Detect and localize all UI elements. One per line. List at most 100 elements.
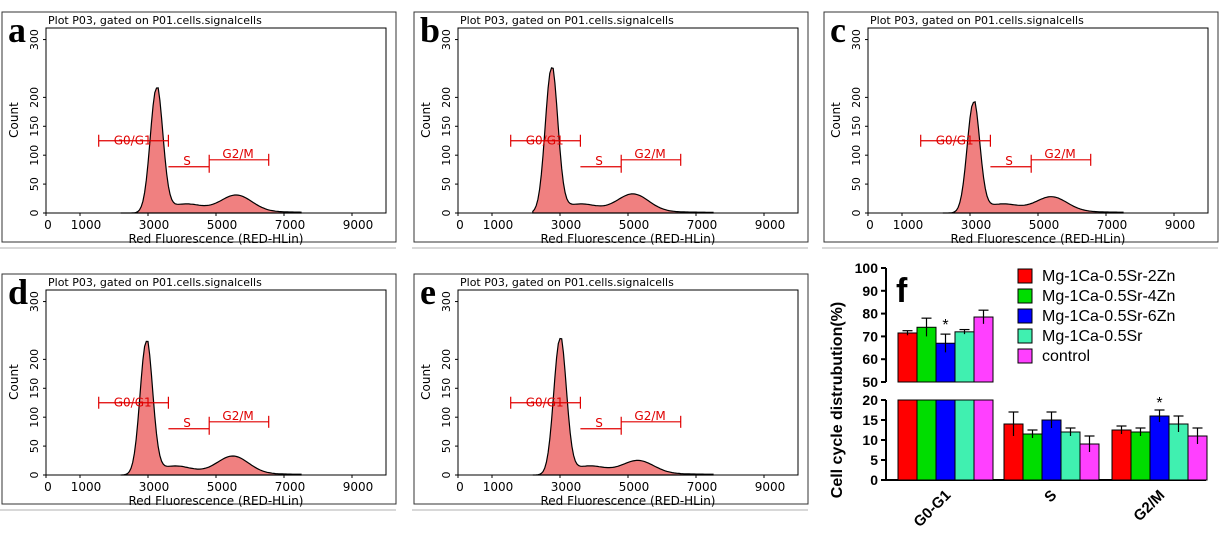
ytick-label: 300 — [440, 291, 453, 312]
gate-label-g2m: G2/M — [634, 409, 665, 423]
histogram-e: Plot P03, gated on P01.cells.signalcells… — [412, 272, 809, 511]
ytick-label: 150 — [28, 116, 41, 137]
ytick-label: 0 — [28, 472, 41, 479]
xtick-label: 9000 — [1165, 218, 1196, 232]
gate-label-s: S — [183, 416, 191, 430]
ytick-label: 300 — [440, 29, 453, 50]
legend-label: Mg-1Ca-0.5Sr-6Zn — [1042, 308, 1175, 325]
xtick-label: 1000 — [71, 480, 102, 494]
histogram-curve — [942, 100, 1124, 214]
plot-area — [45, 289, 387, 476]
bar — [1060, 431, 1081, 481]
ytick-label: 5 — [870, 452, 878, 468]
ytick-label: 0 — [440, 210, 453, 217]
xtick-label: 3000 — [551, 480, 582, 494]
xtick-label: 5000 — [207, 218, 238, 232]
histogram-ylabel: Count — [7, 364, 21, 400]
gate-label-g2m: G2/M — [222, 409, 253, 423]
panel-frame — [823, 11, 1219, 243]
ytick-label: 10 — [862, 432, 878, 448]
legend-swatch — [1017, 328, 1033, 344]
xtick-label: 1000 — [71, 218, 102, 232]
xtick-label: 9000 — [755, 218, 786, 232]
xtick-label: 3000 — [961, 218, 992, 232]
ytick-label: 300 — [28, 29, 41, 50]
histogram-ylabel: Count — [7, 102, 21, 138]
gate-label-g0g1: G0/G1 — [936, 134, 974, 148]
ytick-label: 15 — [862, 412, 878, 428]
gate-label-s: S — [595, 416, 603, 430]
ytick-label: 150 — [850, 116, 863, 137]
histogram-panel-c: Plot P03, gated on P01.cells.signalcells… — [822, 10, 1219, 255]
xtick-label: 3000 — [139, 218, 170, 232]
ytick-label: 0 — [870, 472, 878, 488]
ytick-label: 150 — [440, 378, 453, 399]
legend-swatch — [1017, 268, 1033, 284]
histogram-title: Plot P03, gated on P01.cells.signalcells — [460, 276, 674, 289]
histogram-xlabel: Red Fluorescence (RED-HLin) — [951, 232, 1126, 246]
category-label: G0-G1 — [910, 487, 954, 531]
panel-frame — [1, 11, 397, 243]
significance-star: * — [1156, 395, 1162, 412]
gate-label-g0g1: G0/G1 — [526, 134, 564, 148]
xtick-label: 7000 — [687, 218, 718, 232]
ytick-label: 60 — [862, 351, 878, 367]
xtick-label: 3000 — [551, 218, 582, 232]
ytick-label: 0 — [28, 210, 41, 217]
xtick-label: 5000 — [619, 218, 650, 232]
ytick-label: 100 — [440, 407, 453, 428]
ytick-label: 50 — [28, 177, 41, 191]
chart-ylabel: Cell cycle distrubution(%) — [829, 302, 846, 498]
ytick-label: 200 — [850, 87, 863, 108]
xtick-label: 7000 — [687, 480, 718, 494]
xtick-label: 7000 — [275, 480, 306, 494]
ytick-label: 300 — [28, 291, 41, 312]
xtick-label: 0 — [456, 480, 464, 494]
xtick-label: 0 — [44, 218, 52, 232]
bar-lower-segment — [916, 399, 937, 481]
ytick-label: 300 — [850, 29, 863, 50]
histogram-ylabel: Count — [419, 364, 433, 400]
bar-chart: Cell cycle distrubution(%) f 50607080901… — [829, 260, 1212, 531]
xtick-label: 9000 — [343, 218, 374, 232]
bar-lower-segment — [973, 399, 994, 481]
xtick-label: 0 — [456, 218, 464, 232]
ytick-label: 80 — [862, 306, 878, 322]
histogram-xlabel: Red Fluorescence (RED-HLin) — [129, 232, 304, 246]
ytick-label: 150 — [28, 378, 41, 399]
histogram-panel-b: Plot P03, gated on P01.cells.signalcells… — [412, 10, 812, 255]
xtick-label: 5000 — [619, 480, 650, 494]
panel-letter-b: b — [420, 10, 440, 50]
legend-label: Mg-1Ca-0.5Sr-2Zn — [1042, 268, 1175, 285]
xtick-label: 1000 — [893, 218, 924, 232]
ytick-label: 50 — [28, 439, 41, 453]
bar-lower-segment — [935, 399, 956, 481]
histogram-a: Plot P03, gated on P01.cells.signalcells… — [0, 10, 397, 249]
ytick-label: 200 — [440, 349, 453, 370]
ytick-label: 0 — [440, 472, 453, 479]
xtick-label: 0 — [866, 218, 874, 232]
xtick-label: 5000 — [207, 480, 238, 494]
panel-letter-c: c — [830, 10, 846, 50]
panel-frame — [1, 273, 397, 505]
bar — [1111, 429, 1132, 481]
gate-label-s: S — [183, 154, 191, 168]
bar — [1168, 423, 1189, 481]
xtick-label: 9000 — [755, 480, 786, 494]
category-label: G2/M — [1130, 487, 1168, 525]
ytick-label: 100 — [850, 145, 863, 166]
panel-letter-f: f — [896, 272, 908, 310]
bar — [1041, 419, 1062, 481]
histogram-curve — [120, 87, 302, 214]
bar — [1130, 431, 1151, 481]
histogram-title: Plot P03, gated on P01.cells.signalcells — [870, 14, 1084, 27]
legend-label: Mg-1Ca-0.5Sr — [1042, 328, 1143, 345]
gate-label-g0g1: G0/G1 — [114, 134, 152, 148]
histogram-ylabel: Count — [829, 102, 843, 138]
xtick-label: 0 — [44, 480, 52, 494]
bar — [954, 331, 975, 383]
bar-lower-segment — [954, 399, 975, 481]
xtick-label: 5000 — [1029, 218, 1060, 232]
histogram-c: Plot P03, gated on P01.cells.signalcells… — [822, 10, 1219, 249]
plot-area — [45, 27, 387, 214]
